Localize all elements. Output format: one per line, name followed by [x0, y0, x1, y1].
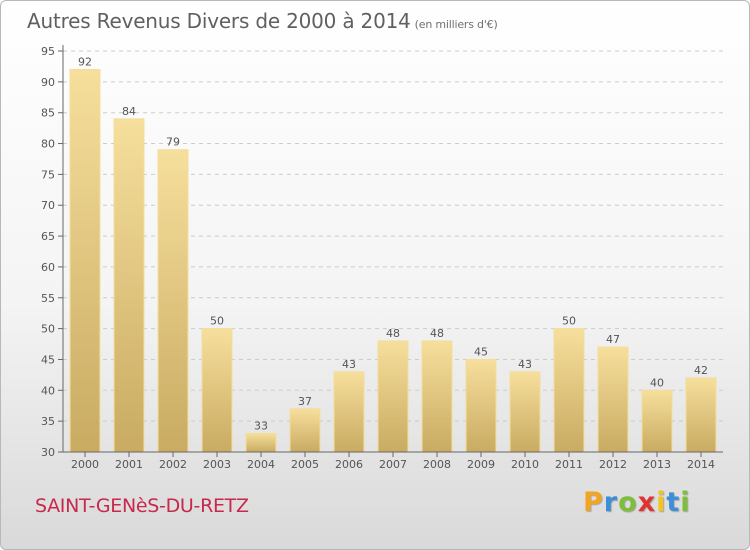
logo-letter: o	[618, 487, 638, 518]
chart-title: Autres Revenus Divers de 2000 à 2014 (en …	[27, 9, 498, 33]
data-label-2010: 43	[518, 358, 532, 371]
bar-2005	[289, 408, 321, 453]
y-tick-label-45: 45	[41, 353, 55, 366]
logo-letter: i	[680, 487, 691, 518]
data-label-2012: 47	[606, 333, 620, 346]
x-tick-label-2001: 2001	[115, 458, 143, 471]
bar-2013	[641, 389, 673, 453]
x-tick-label-2010: 2010	[511, 458, 539, 471]
y-tick-label-40: 40	[41, 384, 55, 397]
x-tick-label-2012: 2012	[599, 458, 627, 471]
data-label-2004: 33	[254, 419, 268, 432]
x-tick-label-2009: 2009	[467, 458, 495, 471]
x-tick-label-2011: 2011	[555, 458, 583, 471]
logo-letter: i	[656, 487, 667, 518]
y-tick-label-55: 55	[41, 292, 55, 305]
data-label-2005: 37	[298, 395, 312, 408]
x-tick-label-2004: 2004	[247, 458, 275, 471]
x-tick-label-2013: 2013	[643, 458, 671, 471]
data-label-2006: 43	[342, 358, 356, 371]
proxiti-logo: Proxiti	[583, 487, 691, 518]
y-tick-label-85: 85	[41, 107, 55, 120]
x-tick-label-2000: 2000	[71, 458, 99, 471]
data-label-2009: 45	[474, 345, 488, 358]
x-tick-label-2003: 2003	[203, 458, 231, 471]
bar-2010	[509, 371, 541, 453]
x-tick-label-2002: 2002	[159, 458, 187, 471]
x-tick-label-2005: 2005	[291, 458, 319, 471]
x-tick-label-2006: 2006	[335, 458, 363, 471]
logo-letter: x	[637, 487, 657, 518]
bar-2004	[245, 432, 277, 453]
logo-letter: P	[583, 487, 604, 518]
data-label-2002: 79	[166, 136, 180, 149]
y-tick-label-50: 50	[41, 323, 55, 336]
bar-2002	[157, 149, 189, 453]
axes: 30 35 40 45 50 55 60 65 70 75 80 85 90 95 2000 2001 2002…	[41, 45, 723, 471]
data-label-2001: 84	[122, 105, 136, 118]
data-label-2011: 50	[562, 315, 576, 328]
data-label-2003: 50	[210, 315, 224, 328]
data-label-2008: 48	[430, 327, 444, 340]
y-tick-label-35: 35	[41, 415, 55, 428]
bar-2001	[113, 118, 145, 453]
bar-2014	[685, 377, 717, 453]
bar-2009	[465, 358, 497, 453]
data-label-2014: 42	[694, 364, 708, 377]
data-label-2007: 48	[386, 327, 400, 340]
chart-unit: (en milliers d'€)	[414, 18, 498, 31]
logo-letter: t	[666, 487, 681, 518]
data-label-2000: 92	[78, 56, 92, 69]
bar-2003	[201, 328, 233, 453]
y-tick-label-65: 65	[41, 230, 55, 243]
chart-title-text: Autres Revenus Divers de 2000 à 2014	[27, 9, 411, 33]
y-tick-label-75: 75	[41, 168, 55, 181]
x-tick-label-2014: 2014	[687, 458, 715, 471]
y-tick-label-95: 95	[41, 45, 55, 58]
x-tick-label-2008: 2008	[423, 458, 451, 471]
bar-2000	[69, 69, 101, 453]
bar-2008	[421, 340, 453, 453]
logo-letter: r	[603, 487, 619, 518]
bar-2006	[333, 371, 365, 453]
x-tick-label-2007: 2007	[379, 458, 407, 471]
y-tick-label-70: 70	[41, 199, 55, 212]
bars: 92 84 79 50 33 37 43 48 48 45 43 50 47 40 42	[69, 56, 717, 453]
y-tick-label-30: 30	[41, 446, 55, 459]
bar-2007	[377, 340, 409, 453]
y-tick-label-60: 60	[41, 261, 55, 274]
y-tick-label-80: 80	[41, 138, 55, 151]
data-label-2013: 40	[650, 376, 664, 389]
y-tick-label-90: 90	[41, 76, 55, 89]
bar-2011	[553, 328, 585, 453]
bar-2012	[597, 346, 629, 453]
commune-name: SAINT-GENèS-DU-RETZ	[35, 495, 249, 517]
